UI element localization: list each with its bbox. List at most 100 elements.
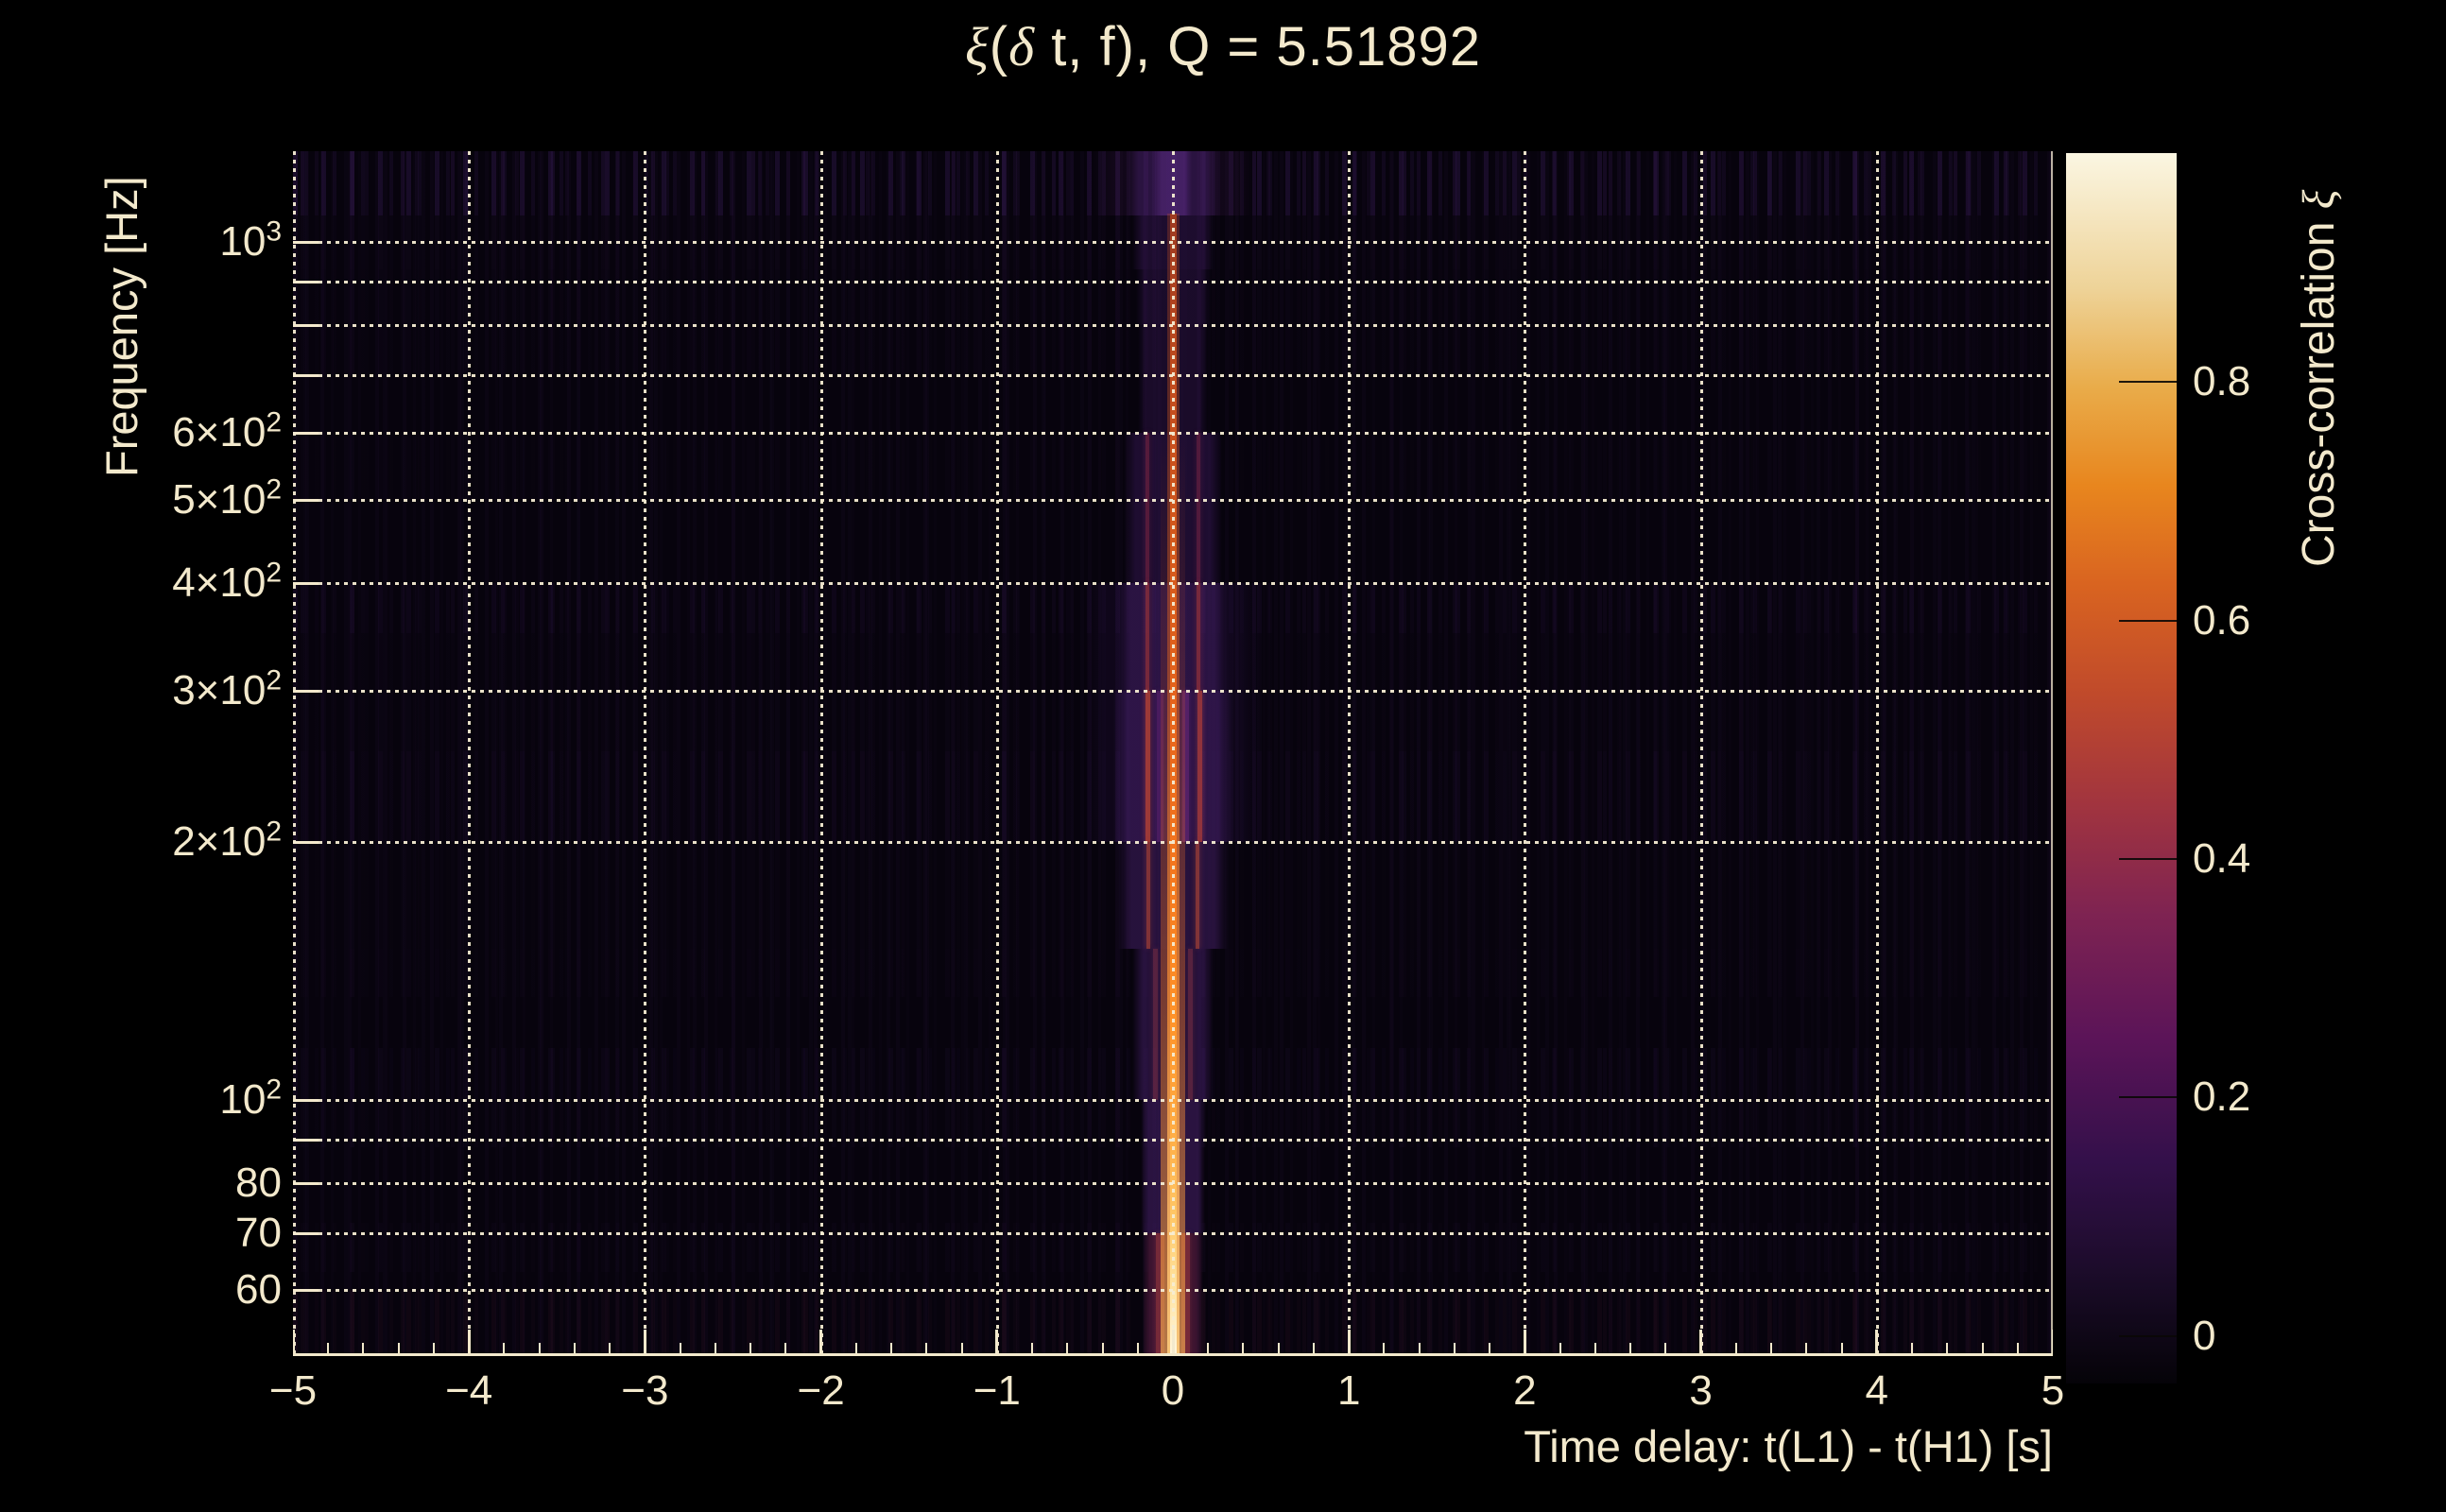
greek-symbol: ξ [2294, 189, 2344, 210]
y-tick [293, 582, 319, 586]
colorbar-tick [2119, 1096, 2177, 1099]
y-tick [293, 431, 319, 435]
y-tick [293, 689, 319, 693]
heatmap-satellite-line [1157, 690, 1164, 842]
x-minor-tick [960, 1343, 963, 1356]
x-minor-tick [749, 1343, 752, 1356]
x-minor-tick [362, 1343, 365, 1356]
x-minor-tick [2016, 1343, 2019, 1356]
x-axis-spine [293, 1353, 2053, 1356]
y-tick [293, 840, 319, 844]
x-tick-label: 5 [2041, 1367, 2065, 1414]
title-text: t, f), Q = 5.51892 [1035, 16, 1482, 77]
heatmap-satellite-line [1188, 949, 1194, 1101]
x-major-tick [995, 1330, 999, 1356]
x-tick-label: −5 [268, 1367, 318, 1414]
y-tick [293, 280, 319, 284]
x-minor-tick [1066, 1343, 1069, 1356]
x-minor-tick [925, 1343, 928, 1356]
y-tick [293, 1138, 319, 1142]
left-axis-spine [293, 151, 296, 1356]
heatmap-satellite-line [1145, 432, 1149, 584]
x-tick-label: −4 [445, 1367, 493, 1414]
heatmap-satellite-line [1196, 583, 1200, 691]
x-major-tick [1347, 1330, 1351, 1356]
x-tick-label: −1 [973, 1367, 1021, 1414]
heatmap-plot [293, 151, 2053, 1356]
x-minor-tick [503, 1343, 506, 1356]
x-minor-tick [1383, 1343, 1386, 1356]
y-tick [293, 499, 319, 503]
colorbar-tick [2119, 1334, 2177, 1337]
x-minor-tick [573, 1343, 576, 1356]
y-tick-label: 2×102 [172, 816, 282, 865]
heatmap-satellite-line [1196, 432, 1200, 584]
x-minor-tick [1242, 1343, 1245, 1356]
x-major-tick [819, 1330, 823, 1356]
y-tick [293, 324, 319, 328]
colorbar-tick [2119, 381, 2177, 384]
x-major-tick [1699, 1330, 1703, 1356]
x-minor-tick [1770, 1343, 1773, 1356]
x-minor-tick [1911, 1343, 1914, 1356]
x-tick-label: 4 [1865, 1367, 1889, 1414]
y-tick-label: 103 [219, 215, 282, 266]
gridline-x [995, 151, 999, 1356]
heatmap-satellite-line [1145, 841, 1150, 950]
y-tick-label: 3×102 [172, 664, 282, 713]
x-tick-label: 2 [1513, 1367, 1537, 1414]
y-tick-label: 5×102 [172, 473, 282, 524]
y-tick [293, 1182, 319, 1186]
x-minor-tick [1136, 1343, 1139, 1356]
colorbar-tick-label: 0.4 [2193, 834, 2251, 882]
y-tick [293, 1099, 319, 1103]
x-minor-tick [432, 1343, 435, 1356]
colorbar-tick-label: 0 [2193, 1312, 2216, 1359]
x-minor-tick [679, 1343, 681, 1356]
x-minor-tick [1734, 1343, 1737, 1356]
x-minor-tick [1101, 1343, 1104, 1356]
y-tick-label: 6×102 [172, 405, 282, 455]
colorbar-tick-label: 0.2 [2193, 1074, 2251, 1121]
title-text: Cross-correlation [2294, 209, 2344, 567]
x-minor-tick [538, 1343, 541, 1356]
x-minor-tick [397, 1343, 400, 1356]
x-minor-tick [1946, 1343, 1949, 1356]
greek-symbol: ξ [964, 16, 990, 77]
x-minor-tick [1453, 1343, 1456, 1356]
greek-symbol: δ [1008, 16, 1036, 77]
y-axis-title: Frequency [Hz] [96, 176, 146, 477]
right-axis-spine [2051, 151, 2053, 1356]
x-major-tick [1171, 1330, 1175, 1356]
y-tick [293, 241, 319, 245]
y-tick [293, 373, 319, 377]
heatmap-satellite-line [1155, 1232, 1164, 1356]
x-axis-title: Time delay: t(L1) - t(H1) [s] [1524, 1421, 2053, 1471]
colorbar-title: Cross-correlation ξ [2294, 189, 2344, 567]
x-minor-tick [1418, 1343, 1421, 1356]
x-minor-tick [327, 1343, 330, 1356]
title-text: ( [989, 16, 1009, 77]
x-major-tick [643, 1330, 646, 1356]
x-minor-tick [1629, 1343, 1632, 1356]
x-major-tick [293, 1330, 295, 1356]
heatmap-satellite-line [1181, 690, 1189, 842]
x-minor-tick [1489, 1343, 1491, 1356]
y-tick-label: 4×102 [172, 557, 282, 607]
x-minor-tick [1207, 1343, 1210, 1356]
x-major-tick [467, 1330, 471, 1356]
x-tick-label: 3 [1689, 1367, 1713, 1414]
x-tick-label: −2 [797, 1367, 845, 1414]
gridline-x [1875, 151, 1879, 1356]
x-minor-tick [1312, 1343, 1315, 1356]
y-tick-label: 60 [235, 1266, 282, 1314]
x-tick-label: 1 [1336, 1367, 1361, 1414]
x-minor-tick [1840, 1343, 1843, 1356]
heatmap-satellite-line [1196, 841, 1200, 950]
gridline-x [819, 151, 823, 1356]
x-minor-tick [1593, 1343, 1596, 1356]
x-minor-tick [1805, 1343, 1808, 1356]
heatmap-satellite-line [1181, 1232, 1191, 1356]
colorbar-tick-label: 0.6 [2193, 596, 2251, 644]
x-minor-tick [1664, 1343, 1667, 1356]
